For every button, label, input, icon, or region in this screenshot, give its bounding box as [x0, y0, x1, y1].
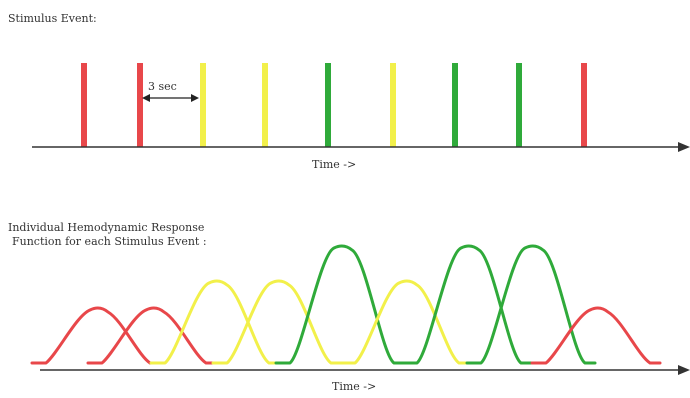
- response-curves: [30, 244, 662, 365]
- stimulus-bar-yellow: [200, 63, 206, 147]
- stimulus-bar-yellow: [390, 63, 396, 147]
- response-title-line1: Individual Hemodynamic Response: [8, 221, 204, 234]
- response-curve-yellow: [149, 279, 281, 365]
- response-curve-red: [30, 306, 162, 365]
- stimulus-time-axis-arrowhead: [678, 142, 690, 152]
- interval-arrowhead-right: [191, 94, 199, 102]
- stimulus-title: Stimulus Event:: [8, 12, 97, 25]
- interval-label: 3 sec: [148, 80, 177, 93]
- stimulus-bar-green: [516, 63, 522, 147]
- response-curve-yellow: [339, 279, 471, 365]
- response-curve-yellow: [211, 279, 343, 365]
- response-curve-red: [86, 306, 218, 365]
- stimulus-time-axis-label: Time ->: [312, 158, 356, 171]
- response-time-axis-label: Time ->: [332, 380, 376, 393]
- stimulus-event-bars: [81, 63, 587, 147]
- stimulus-bar-red: [81, 63, 87, 147]
- response-curve-red: [530, 306, 662, 365]
- stimulus-bar-green: [325, 63, 331, 147]
- response-curve-green: [274, 244, 406, 365]
- response-title-line2: Function for each Stimulus Event :: [12, 235, 207, 248]
- stimulus-bar-yellow: [262, 63, 268, 147]
- response-curve-green: [465, 244, 597, 365]
- stimulus-bar-green: [452, 63, 458, 147]
- stimulus-bar-red: [137, 63, 143, 147]
- response-time-axis-arrowhead: [678, 365, 690, 375]
- stimulus-bar-red: [581, 63, 587, 147]
- interval-arrowhead-left: [142, 94, 150, 102]
- response-curve-green: [401, 244, 533, 365]
